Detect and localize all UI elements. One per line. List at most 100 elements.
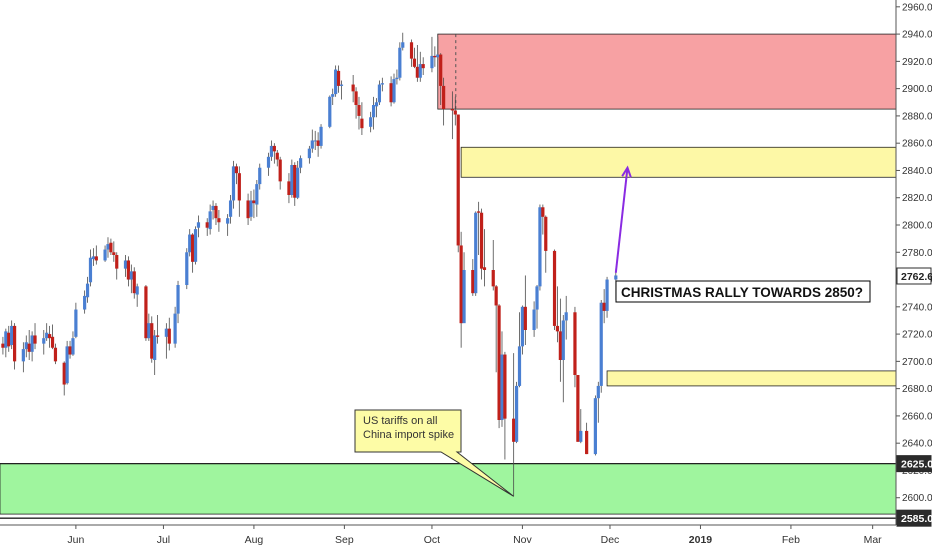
candle-body [167, 328, 171, 344]
x-tick-label: Sep [335, 534, 354, 546]
candle-body [266, 156, 271, 168]
candle-body [500, 354, 504, 420]
candle-body [316, 140, 320, 146]
y-tick-label: 2800.0 [902, 221, 932, 232]
y-tick-label: 2840.0 [902, 166, 932, 177]
candle-body [164, 328, 168, 337]
candle-body [296, 167, 300, 198]
candle-body [211, 205, 215, 210]
candle-body [360, 118, 364, 129]
x-tick-label: Jun [67, 534, 84, 546]
candle-body [354, 91, 358, 105]
candle-body [602, 302, 606, 311]
y-tick-label: 2600.0 [902, 493, 932, 504]
candle-body [188, 234, 192, 253]
annotations-layer [614, 165, 632, 273]
candle-body [558, 331, 562, 360]
x-tick-label: Jul [157, 534, 170, 546]
candle-body [392, 79, 396, 103]
x-tick-label: Feb [782, 534, 800, 546]
candle-body [249, 200, 253, 217]
candle-body [231, 166, 236, 201]
candle-body [129, 271, 133, 280]
candle-body [605, 279, 609, 311]
candle-body [228, 200, 233, 217]
candle-body [576, 375, 580, 442]
candle-body [593, 398, 597, 455]
candle-body [156, 335, 160, 337]
candle-body [24, 342, 28, 350]
candle-body [535, 286, 539, 310]
candle-body [132, 271, 136, 294]
candle-body [272, 145, 276, 152]
y-tick-label: 2720.0 [902, 330, 932, 341]
zone-support-small [606, 370, 897, 387]
candle-body [482, 267, 487, 270]
x-axis: Jun Jul Aug Sep Oct Nov Dec 2019 Feb Mar [0, 524, 896, 546]
y-tick-label: 2700.0 [902, 357, 932, 368]
x-tick-label: Nov [513, 534, 532, 546]
candle-body [258, 167, 262, 185]
candle-body [106, 244, 110, 250]
candle-body [71, 338, 75, 355]
price-tag-label: 2585.0 [901, 513, 932, 525]
candle-body [541, 207, 545, 217]
candle-body [21, 349, 25, 362]
zone-supply [437, 33, 897, 110]
candle-body [74, 309, 78, 337]
candle-body [614, 275, 618, 280]
candle-body [27, 343, 31, 352]
zones-layer [0, 33, 897, 515]
y-tick-label: 2780.0 [902, 248, 932, 259]
candle-body [313, 140, 317, 142]
candle-body [278, 159, 282, 182]
candle-body [115, 255, 119, 269]
candle-body [307, 148, 311, 159]
callout: US tariffs on all China import spike [354, 409, 514, 497]
candle-body [269, 145, 274, 157]
candle-body [33, 335, 37, 344]
candle-body [42, 338, 46, 344]
candle-body [147, 323, 151, 339]
candle-body [112, 252, 116, 255]
y-tick-label: 2900.0 [902, 84, 932, 95]
candle-body [88, 257, 93, 283]
main-annotation: CHRISTMAS RALLY TOWARDS 2850? [615, 280, 871, 303]
candle-body [103, 249, 107, 261]
candle-body [479, 212, 484, 269]
candle-body [357, 105, 361, 116]
candle-body [53, 347, 58, 362]
candle-body [439, 54, 443, 86]
candle-body [453, 110, 457, 115]
candle-body [7, 332, 11, 347]
candle-body [520, 306, 525, 347]
candle-body [596, 385, 600, 399]
candle-body [523, 306, 527, 330]
candle-body [421, 64, 425, 69]
candle-body [135, 286, 139, 295]
callout-line-2: China import spike [363, 429, 454, 441]
candle-body [275, 152, 279, 160]
candle-body [477, 211, 481, 213]
x-tick-label: Mar [864, 534, 883, 546]
candle-body [401, 42, 405, 48]
candle-body [517, 346, 522, 386]
y-tick-label: 2820.0 [902, 193, 932, 204]
candle-body [491, 270, 495, 287]
candle-body [497, 305, 501, 420]
candle-body [208, 211, 212, 230]
candle-body [538, 207, 542, 287]
candle-body [45, 332, 49, 339]
price-tag [896, 455, 932, 473]
candle-body [153, 335, 157, 360]
candle-body [514, 385, 519, 442]
candle-body [494, 286, 498, 306]
candle-body [459, 245, 463, 324]
x-tick-label: 2019 [689, 534, 713, 546]
candle-body [109, 242, 113, 253]
candle-body [205, 222, 209, 228]
candle-body [456, 114, 460, 246]
candle-body [173, 313, 177, 344]
candle-body [10, 325, 14, 345]
